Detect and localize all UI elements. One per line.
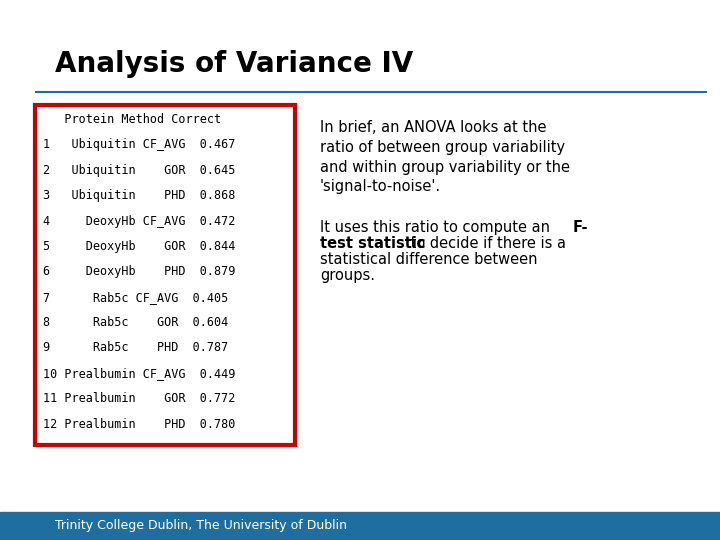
Text: In brief, an ANOVA looks at the
ratio of between group variability
and within gr: In brief, an ANOVA looks at the ratio of…: [320, 120, 570, 194]
Text: 4     DeoxyHb CF_AVG  0.472: 4 DeoxyHb CF_AVG 0.472: [43, 214, 235, 227]
Text: 12 Prealbumin    PHD  0.780: 12 Prealbumin PHD 0.780: [43, 417, 235, 430]
Text: 2   Ubiquitin    GOR  0.645: 2 Ubiquitin GOR 0.645: [43, 164, 235, 177]
Text: Analysis of Variance IV: Analysis of Variance IV: [55, 50, 413, 78]
Text: to decide if there is a: to decide if there is a: [406, 236, 566, 251]
Text: 7      Rab5c CF_AVG  0.405: 7 Rab5c CF_AVG 0.405: [43, 291, 228, 303]
Bar: [0, 512, 720, 540]
Text: It uses this ratio to compute an: It uses this ratio to compute an: [320, 220, 554, 235]
Text: 6     DeoxyHb    PHD  0.879: 6 DeoxyHb PHD 0.879: [43, 265, 235, 278]
Text: 1   Ubiquitin CF_AVG  0.467: 1 Ubiquitin CF_AVG 0.467: [43, 138, 235, 151]
Text: Trinity College Dublin, The University of Dublin: Trinity College Dublin, The University o…: [55, 519, 347, 532]
FancyBboxPatch shape: [35, 105, 295, 445]
Text: 9      Rab5c    PHD  0.787: 9 Rab5c PHD 0.787: [43, 341, 228, 354]
Text: 3   Ubiquitin    PHD  0.868: 3 Ubiquitin PHD 0.868: [43, 189, 235, 202]
Text: test statistic: test statistic: [320, 236, 426, 251]
Text: 10 Prealbumin CF_AVG  0.449: 10 Prealbumin CF_AVG 0.449: [43, 367, 235, 380]
Text: groups.: groups.: [320, 268, 375, 283]
Text: Protein Method Correct: Protein Method Correct: [43, 113, 221, 126]
Text: 8      Rab5c    GOR  0.604: 8 Rab5c GOR 0.604: [43, 316, 228, 329]
Text: 11 Prealbumin    GOR  0.772: 11 Prealbumin GOR 0.772: [43, 392, 235, 405]
Text: 5     DeoxyHb    GOR  0.844: 5 DeoxyHb GOR 0.844: [43, 240, 235, 253]
Text: statistical difference between: statistical difference between: [320, 252, 538, 267]
Text: F-: F-: [573, 220, 588, 235]
